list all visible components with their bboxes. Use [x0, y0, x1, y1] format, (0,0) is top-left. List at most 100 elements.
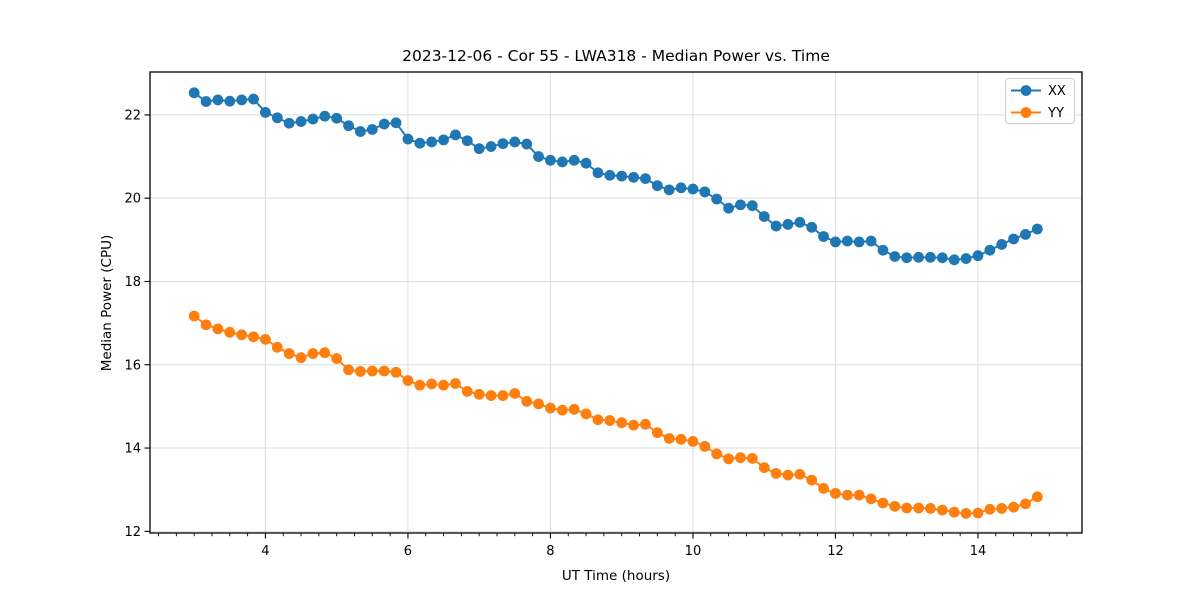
data-point-xx	[568, 154, 580, 166]
data-point-xx	[853, 236, 865, 248]
y-axis-label: Median Power (CPU)	[99, 235, 115, 371]
legend-label-xx: XX	[1048, 84, 1066, 99]
axes-layer: 4 6 8 10 12 14 12 14 16 18 20 22	[124, 108, 1068, 559]
data-point-xx	[889, 251, 901, 262]
data-point-yy	[794, 468, 806, 480]
data-point-xx	[224, 95, 236, 107]
data-point-yy	[913, 502, 925, 514]
data-point-xx	[343, 120, 354, 132]
legend-item-yy: YY	[1011, 106, 1064, 121]
data-point-yy	[948, 506, 960, 518]
y-tick-label: 18	[124, 275, 141, 290]
data-point-xx	[913, 251, 925, 263]
x-tick-label: 10	[685, 544, 702, 559]
data-point-yy	[1031, 491, 1043, 503]
data-point-yy	[699, 440, 711, 452]
data-point-xx	[877, 244, 889, 256]
data-point-xx	[485, 141, 497, 152]
data-point-xx	[461, 135, 473, 147]
data-point-xx	[604, 169, 616, 181]
data-point-yy	[651, 427, 663, 439]
chart-title: 2023-12-06 - Cor 55 - LWA318 - Median Po…	[402, 47, 830, 65]
data-point-xx	[450, 129, 461, 141]
data-point-xx	[996, 239, 1008, 250]
data-point-yy	[604, 415, 616, 426]
data-point-xx	[271, 112, 283, 124]
plot-border	[149, 71, 1083, 534]
data-point-yy	[830, 488, 841, 499]
data-point-yy	[758, 462, 770, 474]
data-point-xx	[628, 171, 639, 183]
data-point-xx	[948, 254, 960, 266]
data-point-yy	[212, 323, 224, 335]
data-point-yy	[224, 326, 236, 338]
grid-layer	[150, 72, 1082, 533]
data-point-xx	[770, 220, 782, 232]
data-point-yy	[402, 375, 414, 386]
data-point-yy	[188, 310, 200, 322]
data-point-xx	[936, 252, 948, 264]
data-point-xx	[758, 211, 770, 222]
data-point-xx	[556, 156, 568, 168]
data-point-xx	[794, 216, 806, 228]
data-point-xx	[331, 112, 343, 124]
legend-marker-yy-icon	[1020, 107, 1032, 118]
data-point-xx	[687, 183, 699, 195]
data-point-yy	[746, 453, 758, 464]
data-point-xx	[735, 199, 746, 211]
data-point-yy	[414, 379, 426, 391]
data-point-yy	[450, 378, 461, 389]
data-point-xx	[1031, 223, 1043, 235]
data-point-yy	[663, 433, 675, 444]
data-point-yy	[390, 366, 402, 378]
data-point-xx	[901, 252, 913, 264]
y-tick-label: 14	[124, 442, 141, 457]
data-point-xx	[663, 184, 675, 196]
data-point-xx	[723, 202, 734, 214]
data-point-yy	[438, 379, 449, 391]
data-point-yy	[984, 503, 996, 515]
data-point-yy	[1008, 501, 1019, 513]
data-point-yy	[556, 404, 568, 416]
data-point-xx	[865, 235, 877, 247]
data-point-yy	[509, 388, 521, 399]
data-point-xx	[830, 236, 841, 248]
data-point-xx	[319, 110, 331, 122]
data-point-yy	[366, 365, 378, 377]
data-point-yy	[485, 390, 497, 401]
data-point-yy	[473, 388, 485, 400]
legend-label-yy: YY	[1047, 106, 1064, 121]
y-tick-label: 16	[124, 358, 141, 373]
data-point-xx	[260, 106, 271, 118]
data-point-xx	[592, 167, 604, 179]
data-point-yy	[687, 435, 699, 447]
data-point-yy	[818, 483, 829, 494]
series-line-yy	[193, 315, 1039, 515]
data-point-yy	[592, 414, 604, 426]
data-point-yy	[533, 398, 544, 410]
data-point-yy	[853, 489, 865, 501]
data-point-yy	[960, 508, 972, 519]
data-point-xx	[651, 180, 663, 192]
data-point-xx	[1020, 229, 1031, 240]
data-point-yy	[260, 333, 271, 345]
series-layer	[188, 87, 1043, 519]
data-point-yy	[521, 396, 533, 407]
data-point-xx	[580, 157, 592, 169]
data-point-xx	[402, 133, 414, 145]
data-point-yy	[865, 493, 877, 505]
data-point-yy	[877, 497, 889, 509]
data-point-yy	[295, 352, 307, 364]
data-point-yy	[628, 419, 639, 431]
data-point-yy	[889, 500, 901, 512]
y-tick-label: 20	[124, 192, 141, 207]
data-point-yy	[723, 453, 734, 465]
x-axis-label: UT Time (hours)	[562, 568, 670, 584]
legend: XX YY	[1005, 78, 1075, 124]
data-point-xx	[533, 151, 544, 162]
data-point-xx	[545, 154, 556, 166]
data-point-xx	[307, 113, 319, 125]
data-point-xx	[960, 253, 972, 264]
